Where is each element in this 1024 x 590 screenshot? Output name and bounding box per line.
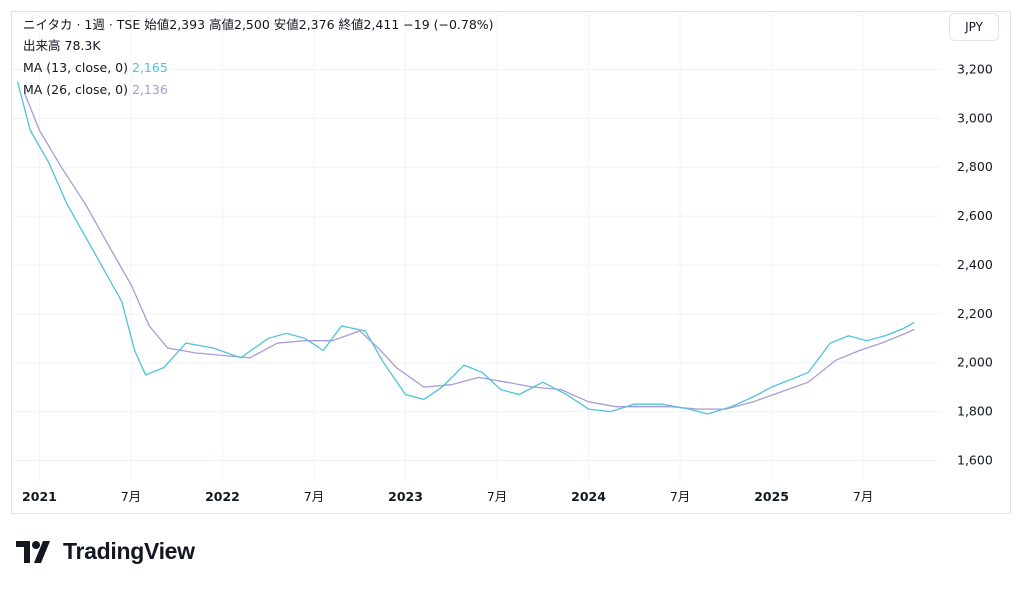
brand-name: TradingView xyxy=(63,538,195,564)
ma26-value: 2,136 xyxy=(132,82,168,97)
y-tick-label: 3,000 xyxy=(957,110,993,125)
volume-label: 出来高 xyxy=(23,38,61,53)
currency-label: JPY xyxy=(965,20,983,34)
ma13-value: 2,165 xyxy=(132,60,168,75)
y-tick-label: 2,000 xyxy=(957,355,993,370)
x-tick-label: 7月 xyxy=(487,489,507,504)
y-tick-label: 2,200 xyxy=(957,306,993,321)
y-tick-label: 1,600 xyxy=(957,452,993,467)
tradingview-brand[interactable]: TradingView xyxy=(16,538,195,565)
ohlc-legend: ニイタカ · 1週 · TSE 始値2,393 高値2,500 安値2,376 … xyxy=(23,17,494,33)
y-tick-label: 3,200 xyxy=(957,61,993,76)
tradingview-logo-icon xyxy=(16,540,50,563)
x-tick-label: 2021 xyxy=(22,489,57,504)
x-tick-label: 7月 xyxy=(304,489,324,504)
ma26-legend[interactable]: MA (26, close, 0) 2,136 xyxy=(23,82,168,98)
volume-legend: 出来高 78.3K xyxy=(23,38,101,54)
x-tick-label: 7月 xyxy=(670,489,690,504)
y-tick-label: 1,800 xyxy=(957,404,993,419)
x-tick-label: 2024 xyxy=(571,489,606,504)
price-chart[interactable]: 1,600 1,800 2,000 2,200 2,400 2,600 2,800 3,000… xyxy=(0,0,1024,520)
y-tick-label: 2,800 xyxy=(957,159,993,174)
ma13-legend[interactable]: MA (13, close, 0) 2,165 xyxy=(23,60,168,76)
ma13-line xyxy=(16,81,915,415)
ohlc-legend-text: ニイタカ · 1週 · TSE 始値2,393 高値2,500 安値2,376 … xyxy=(23,17,494,32)
x-tick-label: 2025 xyxy=(754,489,789,504)
y-tick-label: 2,600 xyxy=(957,208,993,223)
x-tick-label: 7月 xyxy=(853,489,873,504)
ma13-label: MA (13, close, 0) xyxy=(23,60,129,75)
ma26-label: MA (26, close, 0) xyxy=(23,82,129,97)
x-tick-label: 2023 xyxy=(388,489,423,504)
currency-button[interactable]: JPY xyxy=(949,13,999,41)
x-tick-label: 7月 xyxy=(121,489,141,504)
chart-frame xyxy=(11,11,1011,514)
volume-value: 78.3K xyxy=(64,38,101,53)
ma26-line xyxy=(24,93,915,410)
x-tick-label: 2022 xyxy=(205,489,240,504)
y-tick-label: 2,400 xyxy=(957,257,993,272)
